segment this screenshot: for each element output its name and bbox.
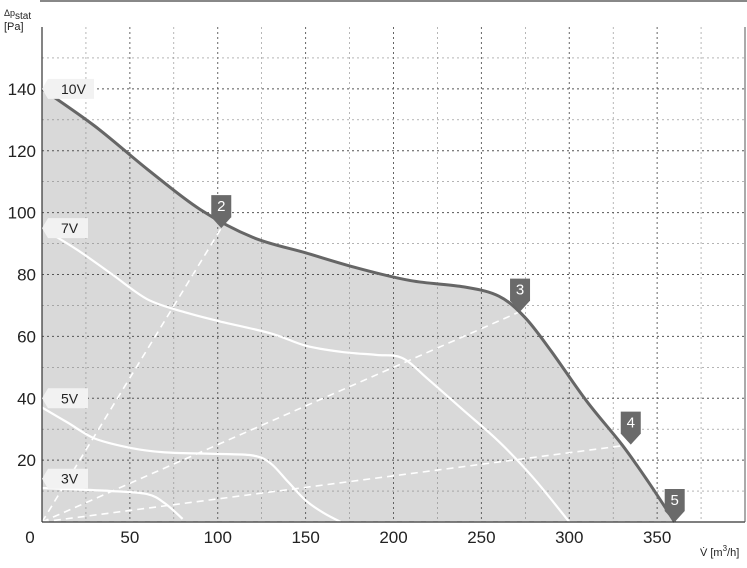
- y-tick-label: 80: [17, 266, 36, 285]
- x-axis-unit-post: /h]: [727, 547, 739, 559]
- x-tick-label: 250: [467, 528, 495, 547]
- x-axis-unit-pre: [m: [710, 547, 722, 559]
- y-axis-label: Δpstat: [4, 8, 31, 22]
- operating-point-marker: [211, 195, 232, 229]
- x-tick-label: 150: [291, 528, 319, 547]
- curve-10V: [41, 87, 676, 523]
- y-axis-subscript: stat: [15, 11, 31, 22]
- operating-point-marker: [664, 489, 685, 522]
- operating-point-5: 5: [671, 492, 679, 509]
- x-axis-unit-sup: 3: [723, 544, 728, 553]
- y-tick-label: 120: [8, 142, 36, 161]
- y-tick-label: 60: [17, 327, 36, 346]
- curve-5V: [41, 406, 342, 523]
- operating-point-2: 2: [217, 198, 225, 215]
- x-tick-label: 0: [25, 528, 34, 547]
- y-tick-label: 140: [8, 80, 36, 99]
- voltage-curves: [41, 87, 676, 523]
- voltage-tag-5V: 5V: [61, 390, 79, 406]
- x-tick-label: 300: [555, 528, 583, 547]
- voltage-tag-7V: 7V: [61, 220, 79, 236]
- operating-line-3: [41, 310, 521, 523]
- voltage-tag-bg: [42, 468, 88, 489]
- y-tick-label: 20: [17, 451, 36, 470]
- voltage-tags: 10V 7V 5V 3V: [42, 78, 94, 489]
- operating-line-4: [41, 443, 631, 523]
- operating-point-marker: [510, 278, 531, 312]
- y-tick-label: 100: [8, 204, 36, 223]
- curve-3V: [41, 486, 184, 520]
- voltage-tag-bg: [42, 218, 88, 239]
- operating-point-marker: [620, 411, 641, 445]
- voltage-tag-bg: [42, 388, 88, 409]
- y-tick-label: 40: [17, 389, 36, 408]
- x-tick-label: 50: [120, 528, 139, 547]
- operating-point-4: 4: [627, 415, 635, 432]
- x-tick-label: 200: [379, 528, 407, 547]
- x-axis-symbol: V̇: [700, 546, 708, 559]
- voltage-tag-10V: 10V: [61, 81, 87, 97]
- x-tick-label: 100: [204, 528, 232, 547]
- y-axis-unit: [Pa]: [4, 21, 24, 33]
- operating-point-3: 3: [516, 282, 524, 299]
- voltage-tag-3V: 3V: [61, 471, 79, 487]
- x-tick-label: 350: [643, 528, 671, 547]
- axes: 0 50 100 150 200 250 300 350 20 40 60 80 100 120 140: [8, 27, 746, 547]
- x-axis-label: V̇ [m3/h]: [700, 544, 739, 559]
- voltage-tag-bg: [42, 78, 94, 99]
- operating-point-markers: 2 3 4 5: [211, 195, 685, 522]
- grid: [42, 27, 745, 522]
- curve-7V: [41, 227, 571, 523]
- y-axis-symbol: Δp: [4, 8, 15, 18]
- operating-line-2: [41, 227, 222, 523]
